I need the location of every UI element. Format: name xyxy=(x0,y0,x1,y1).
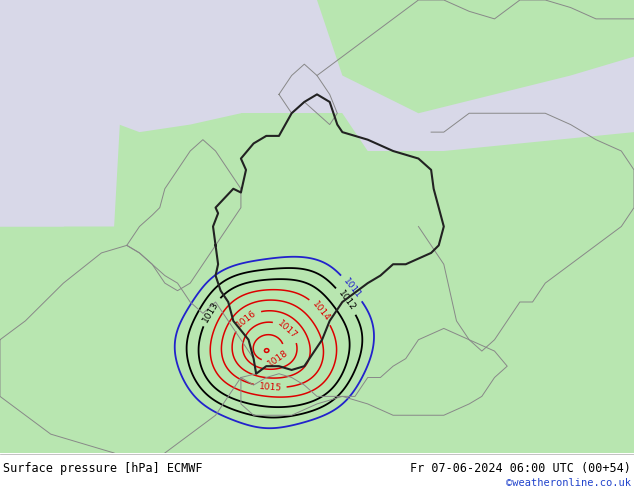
Text: 1013: 1013 xyxy=(201,299,221,324)
Text: Fr 07-06-2024 06:00 UTC (00+54): Fr 07-06-2024 06:00 UTC (00+54) xyxy=(410,462,631,475)
Polygon shape xyxy=(0,113,114,226)
Text: 1011: 1011 xyxy=(341,276,363,300)
Polygon shape xyxy=(418,189,634,453)
Polygon shape xyxy=(317,0,634,113)
Text: 1016: 1016 xyxy=(235,308,258,329)
Text: 1015: 1015 xyxy=(258,382,282,392)
Text: Surface pressure [hPa] ECMWF: Surface pressure [hPa] ECMWF xyxy=(3,462,203,475)
Text: ©weatheronline.co.uk: ©weatheronline.co.uk xyxy=(506,478,631,488)
Text: 1012: 1012 xyxy=(336,289,357,313)
Text: 1018: 1018 xyxy=(266,348,290,368)
Polygon shape xyxy=(0,238,271,453)
Polygon shape xyxy=(0,113,634,453)
Polygon shape xyxy=(216,377,634,472)
Text: 1014: 1014 xyxy=(310,300,332,323)
Polygon shape xyxy=(0,0,317,132)
Polygon shape xyxy=(317,0,634,151)
Text: 1017: 1017 xyxy=(276,318,299,340)
Polygon shape xyxy=(0,0,127,226)
